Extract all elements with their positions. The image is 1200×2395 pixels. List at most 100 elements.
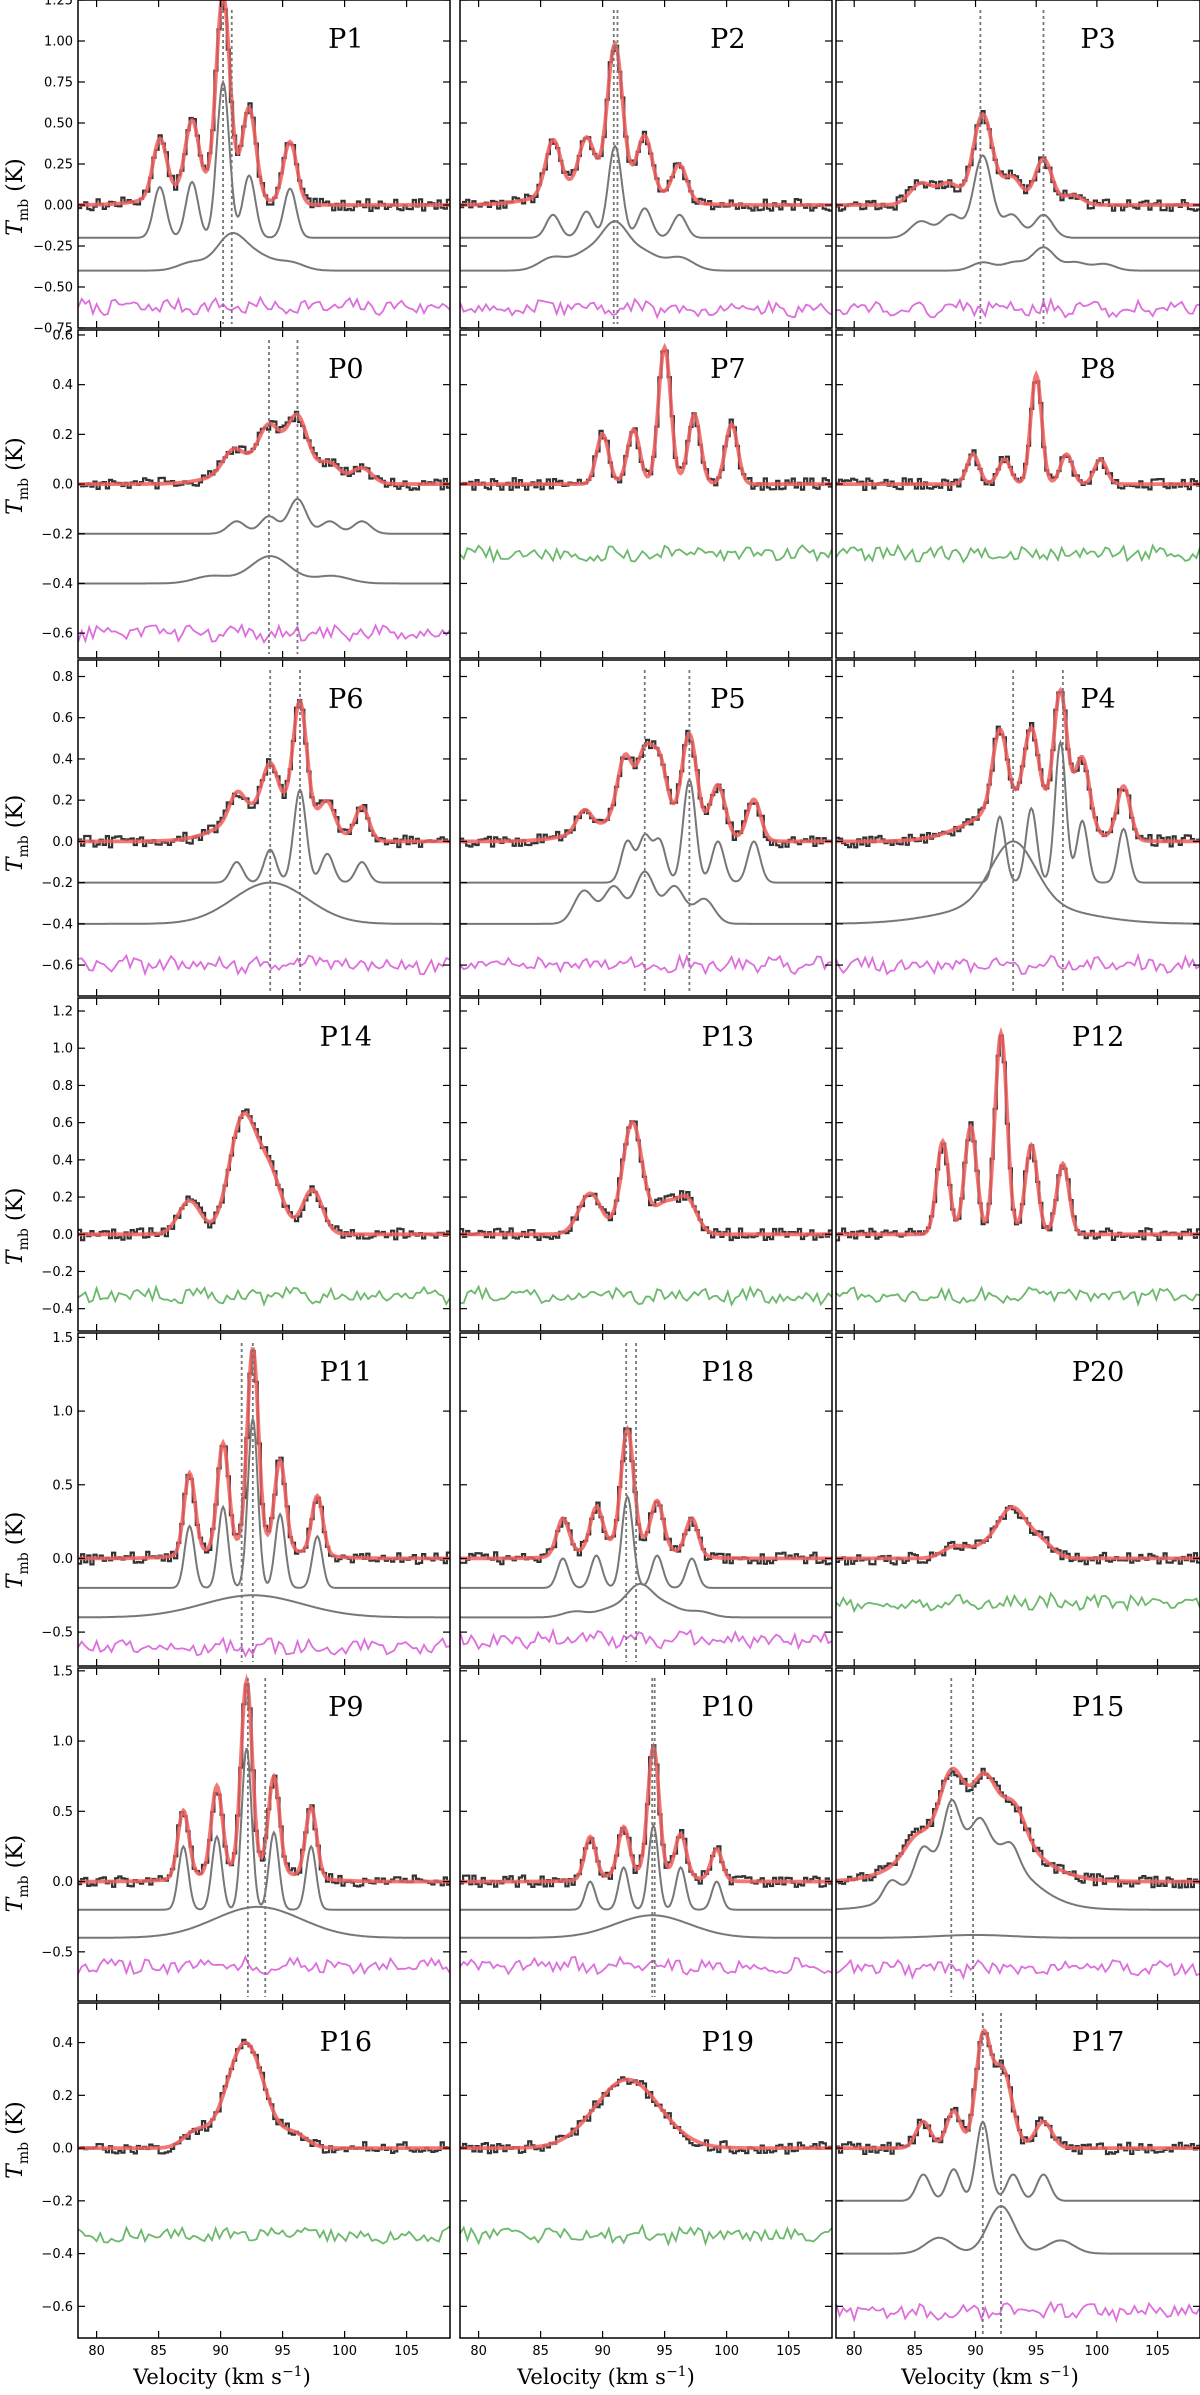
y-tick-label: −0.6 xyxy=(41,627,73,642)
fit-curve xyxy=(836,2027,1200,2150)
y-tick-label: 0.0 xyxy=(52,478,73,493)
observed-spectrum xyxy=(836,2032,1200,2156)
y-tick-label: 0.0 xyxy=(52,835,73,850)
y-tick-label: −0.5 xyxy=(41,1945,73,1960)
y-tick-label: −0.4 xyxy=(41,1302,73,1317)
residual-curve xyxy=(78,295,450,317)
panel-frame xyxy=(459,329,833,659)
panel-p18: P18 xyxy=(459,1332,833,1667)
residual-curve xyxy=(836,1958,1200,1981)
component-curve-1 xyxy=(78,79,450,239)
plot-area xyxy=(836,10,1200,324)
panel-frame xyxy=(77,0,451,329)
panel-label: P2 xyxy=(710,24,745,55)
x-tick-label: 105 xyxy=(1145,2344,1170,2359)
fit-curve xyxy=(460,342,832,486)
observed-spectrum xyxy=(836,1767,1200,1889)
component-curve-2 xyxy=(78,1905,450,1939)
y-tick-label: 0.2 xyxy=(52,2089,73,2104)
component-curve-2 xyxy=(78,1594,450,1619)
panel-label: P14 xyxy=(320,1022,373,1053)
panel-p11: −0.5 0.0 0.5 1.0 1.5 P11 Tmb (K) xyxy=(3,1331,451,1667)
y-axis-label: Tmb (K) xyxy=(3,1188,32,1266)
panel-label: P13 xyxy=(702,1022,755,1053)
residual-curve xyxy=(78,2225,450,2245)
fit-curve xyxy=(78,2040,450,2150)
residual-curve xyxy=(460,1627,832,1651)
y-axis-label: Tmb (K) xyxy=(3,437,32,515)
y-tick-label: −0.25 xyxy=(33,240,73,255)
panel-label: P6 xyxy=(328,684,363,715)
component-curve-2 xyxy=(836,1934,1200,1939)
y-tick-label: 1.5 xyxy=(52,1331,73,1346)
panel-label: P5 xyxy=(710,684,745,715)
residual-curve xyxy=(460,297,832,320)
panel-p15: P15 xyxy=(835,1667,1200,2002)
y-tick-label: −0.2 xyxy=(41,1265,73,1280)
x-tick-label: 85 xyxy=(907,2344,924,2359)
y-tick-label: 1.2 xyxy=(52,1005,73,1020)
residual-curve xyxy=(460,2223,832,2247)
panel-frame xyxy=(77,1332,451,1667)
y-tick-label: −0.4 xyxy=(41,577,73,592)
component-curve-1 xyxy=(460,144,832,239)
y-axis-label: Tmb (K) xyxy=(3,1512,32,1590)
component-curve-1 xyxy=(78,1747,450,1911)
residual-curve xyxy=(78,622,450,645)
y-tick-label: 0.2 xyxy=(52,428,73,443)
panel-p0: −0.6 −0.4 −0.2 0.0 0.2 0.4 0.6 P0 Tmb (K) xyxy=(3,328,451,659)
y-tick-label: 0.4 xyxy=(52,1153,73,1168)
x-tick-label: 100 xyxy=(1084,2344,1109,2359)
plot-area xyxy=(460,2076,832,2247)
x-axis-label-col-1: Velocity (km s−1) xyxy=(132,2364,311,2389)
observed-spectrum xyxy=(78,0,450,212)
y-tick-label: −0.2 xyxy=(41,2194,73,2209)
fit-curve xyxy=(836,1505,1200,1561)
plot-area xyxy=(836,1678,1200,1997)
observed-spectrum xyxy=(460,1427,832,1566)
y-tick-label: 0.4 xyxy=(52,752,73,767)
fit-curve xyxy=(836,112,1200,207)
y-tick-label: 0.00 xyxy=(44,199,73,214)
plot-area xyxy=(460,342,832,564)
panel-p7: P7 xyxy=(459,329,833,659)
panel-frame xyxy=(459,1667,833,2002)
component-curve-2 xyxy=(836,246,1200,272)
component-curve-2 xyxy=(836,2205,1200,2255)
y-tick-label: 0.6 xyxy=(52,328,73,343)
observed-spectrum xyxy=(78,1349,450,1566)
component-curve-2 xyxy=(78,881,450,925)
plot-area xyxy=(78,0,450,324)
component-curve-1 xyxy=(836,2120,1200,2202)
fit-curve xyxy=(836,1766,1200,1884)
fit-curve xyxy=(460,40,832,207)
x-tick-label: 80 xyxy=(88,2344,105,2359)
plot-area xyxy=(460,670,832,992)
y-tick-label: 0.6 xyxy=(52,1116,73,1131)
fit-curve xyxy=(78,0,450,207)
x-axis-label-col-2: Velocity (km s−1) xyxy=(516,2364,695,2389)
panel-frame xyxy=(77,659,451,997)
residual-curve xyxy=(836,2300,1200,2324)
fit-curve xyxy=(460,1424,832,1561)
y-tick-label: 0.8 xyxy=(52,1079,73,1094)
component-curve-1 xyxy=(78,1418,450,1589)
y-tick-label: −0.75 xyxy=(33,322,73,337)
observed-spectrum xyxy=(78,2038,450,2155)
panel-frame xyxy=(459,0,833,329)
panel-frame xyxy=(459,997,833,1332)
x-tick-label: 90 xyxy=(212,2344,229,2359)
y-tick-label: 0.8 xyxy=(52,670,73,685)
y-tick-label: 0.6 xyxy=(52,711,73,726)
fit-curve xyxy=(836,1026,1200,1237)
observed-spectrum xyxy=(836,1505,1200,1566)
x-tick-label: 85 xyxy=(150,2344,167,2359)
component-curve-1 xyxy=(836,739,1200,884)
plot-area xyxy=(836,670,1200,992)
fit-curve xyxy=(836,686,1200,844)
residual-curve xyxy=(836,543,1200,564)
x-tick-label: 95 xyxy=(1028,2344,1045,2359)
panel-label: P1 xyxy=(328,24,363,55)
plot-area xyxy=(78,1343,450,1662)
y-tick-label: 1.0 xyxy=(52,1042,73,1057)
